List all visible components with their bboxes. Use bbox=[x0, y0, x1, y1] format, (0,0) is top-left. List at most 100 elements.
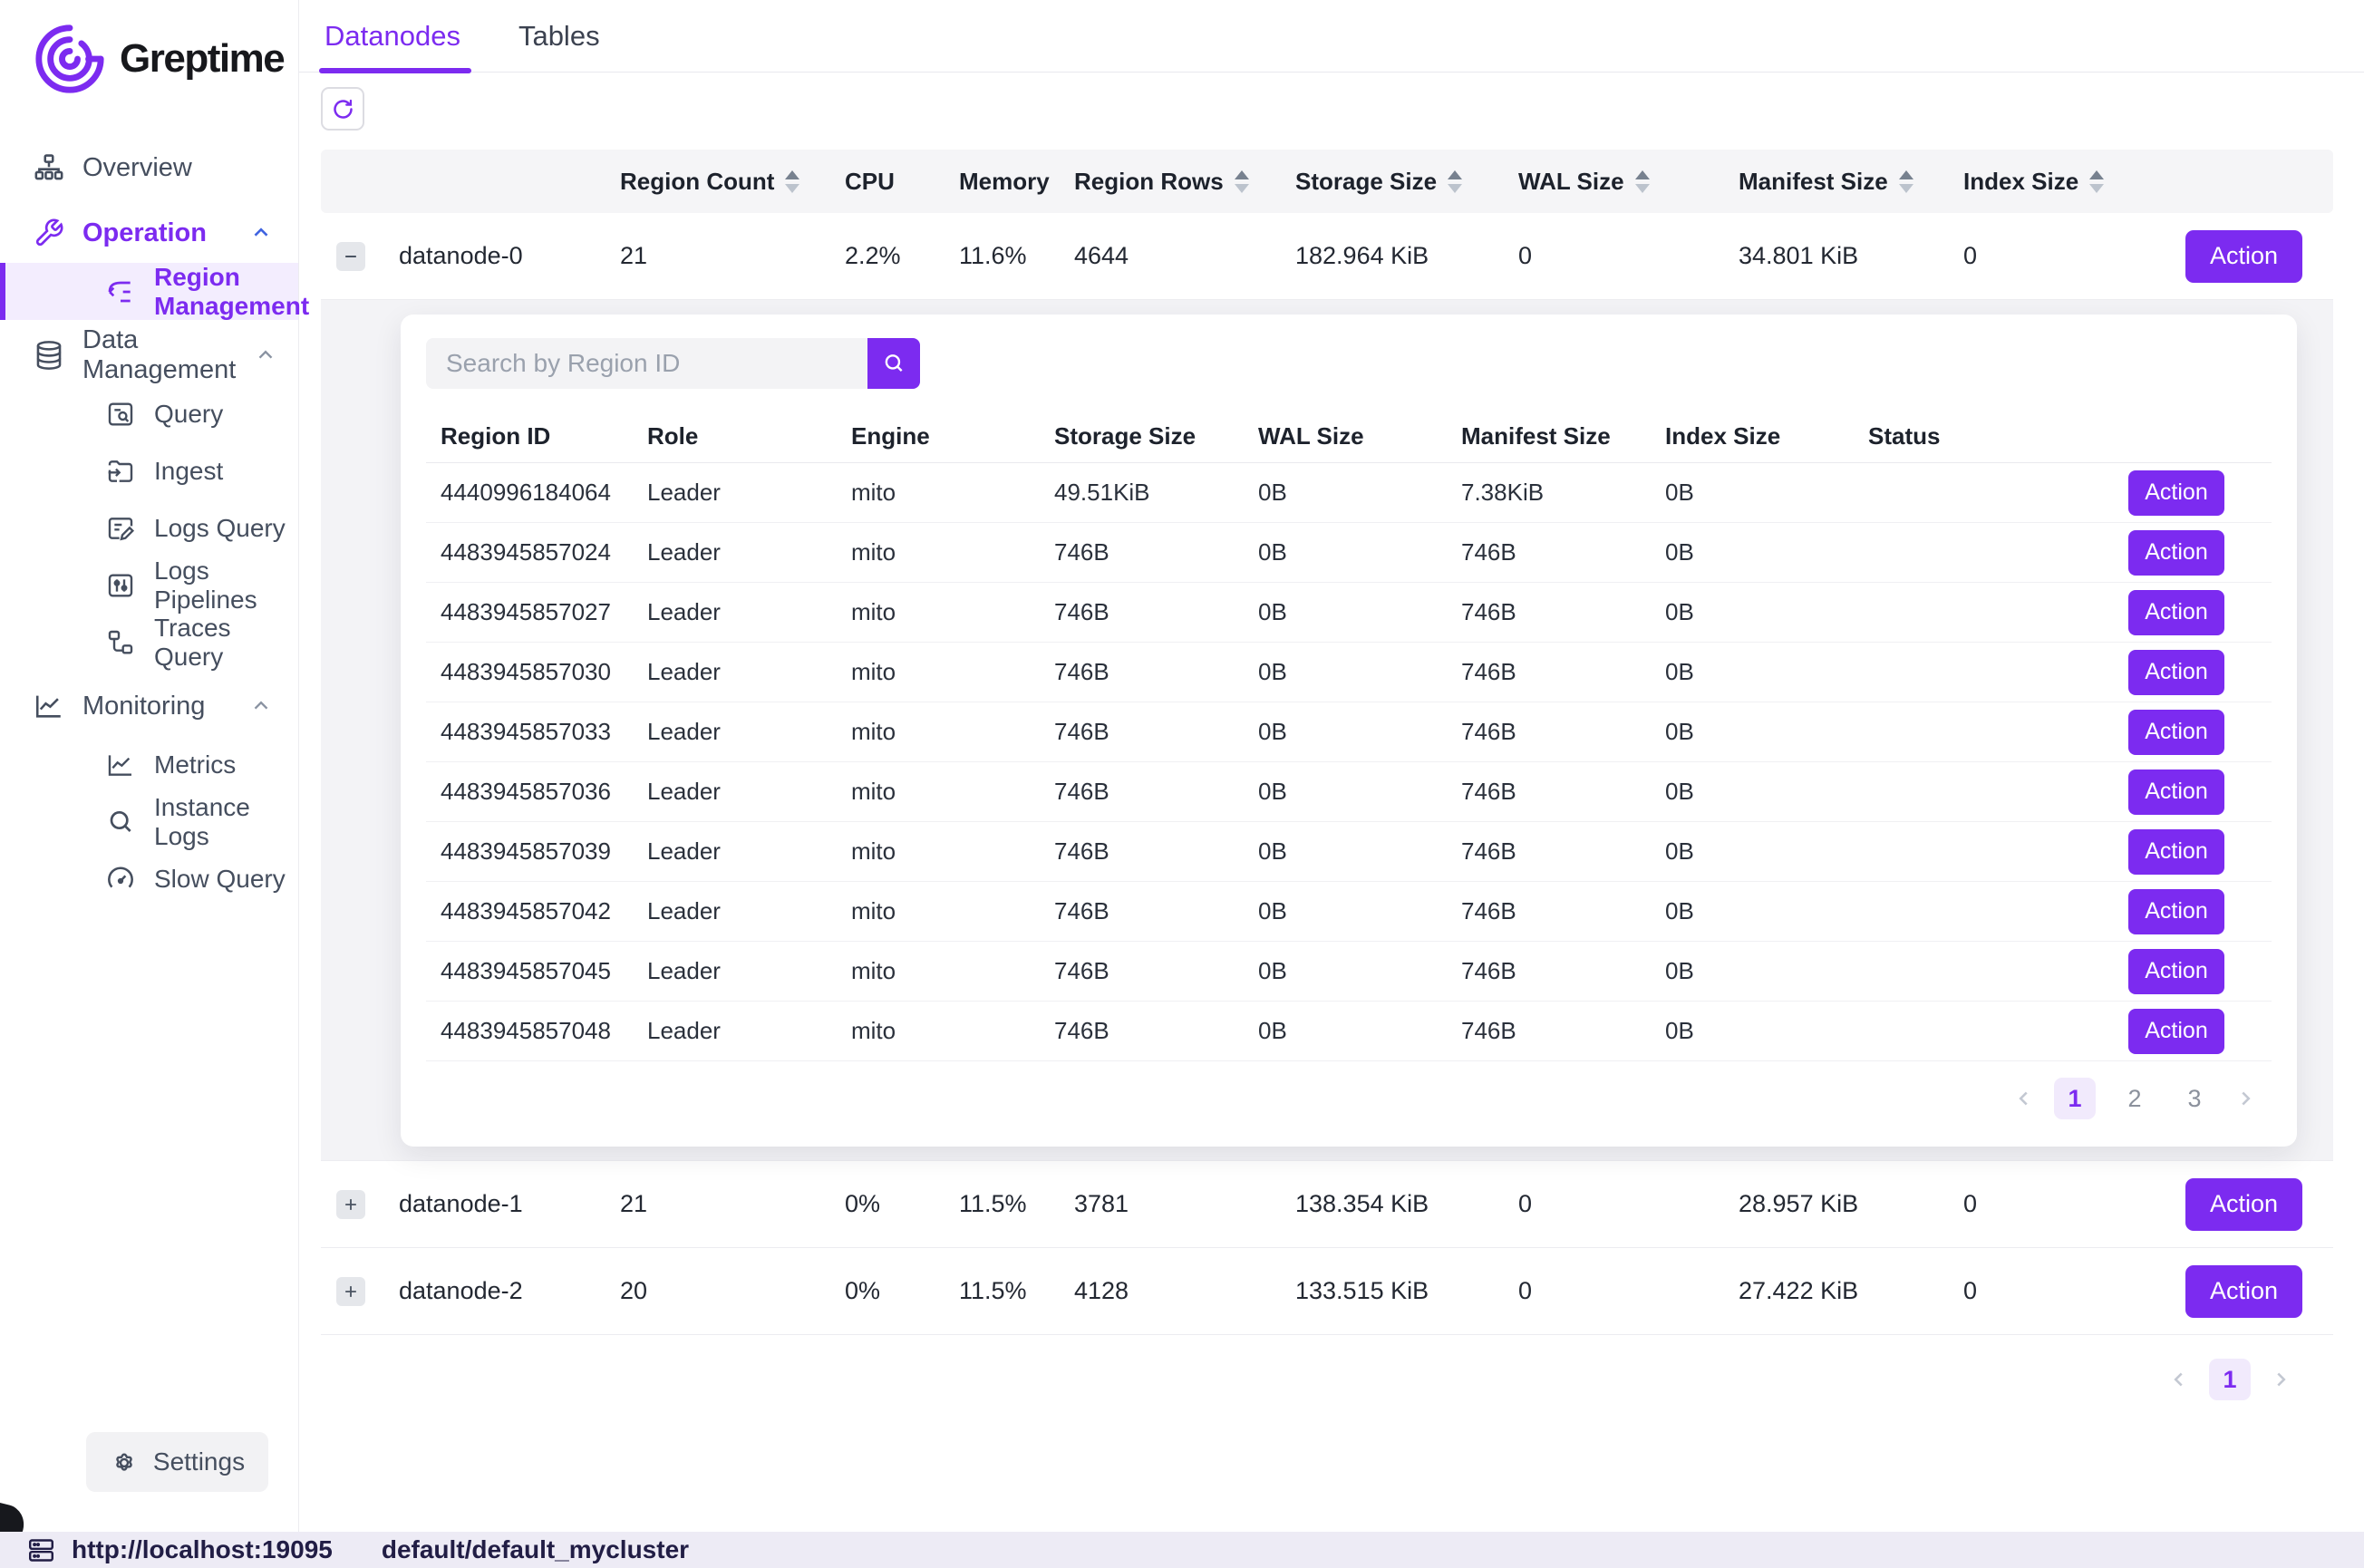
region-table-header: Region ID Role Engine Storage Size WAL S… bbox=[426, 411, 2272, 463]
sidebar-item-operation[interactable]: Operation bbox=[0, 203, 298, 263]
role-value: Leader bbox=[647, 778, 721, 805]
region-id-value: 4483945857042 bbox=[441, 897, 611, 924]
cpu-value: 0% bbox=[845, 1277, 881, 1304]
sidebar-item-metrics[interactable]: Metrics bbox=[0, 736, 298, 793]
region-id-value: 4483945857048 bbox=[441, 1017, 611, 1044]
tab-tables[interactable]: Tables bbox=[518, 19, 600, 52]
chevron-up-icon[interactable] bbox=[254, 344, 277, 367]
region-table-row: 4483945857042 Leader mito 746B 0B 746B 0… bbox=[426, 882, 2272, 942]
chart-icon bbox=[105, 750, 136, 780]
sidebar-item-data-management[interactable]: Data Management bbox=[0, 325, 298, 385]
search-button[interactable] bbox=[867, 338, 920, 389]
sidebar-item-slow-query[interactable]: Slow Query bbox=[0, 850, 298, 907]
manifest-size-value: 746B bbox=[1461, 598, 1516, 625]
manifest-size-value: 28.957 KiB bbox=[1739, 1190, 1859, 1217]
wal-size-value: 0B bbox=[1258, 658, 1287, 685]
database-icon bbox=[34, 340, 64, 371]
page-3[interactable]: 3 bbox=[2187, 1084, 2202, 1112]
prev-page-icon[interactable] bbox=[2167, 1368, 2191, 1391]
wal-size-value: 0 bbox=[1518, 1190, 1533, 1217]
region-action-button[interactable]: Action bbox=[2128, 1008, 2224, 1054]
region-action-button[interactable]: Action bbox=[2128, 649, 2224, 695]
chevron-up-icon[interactable] bbox=[249, 221, 273, 245]
region-action-button[interactable]: Action bbox=[2128, 828, 2224, 875]
sidebar-item-logs-query[interactable]: Logs Query bbox=[0, 499, 298, 557]
sidebar-item-traces-query[interactable]: Traces Query bbox=[0, 614, 298, 671]
datanodes-table-header: Region Count CPU Memory Region Rows Stor… bbox=[321, 150, 2333, 213]
region-action-button[interactable]: Action bbox=[2128, 769, 2224, 815]
region-action-button[interactable]: Action bbox=[2128, 948, 2224, 994]
sort-icon[interactable] bbox=[1634, 169, 1650, 193]
collapse-row-button[interactable] bbox=[336, 241, 365, 271]
sidebar-nav: Overview Operation Region Management bbox=[0, 132, 309, 907]
sort-icon[interactable] bbox=[1234, 169, 1249, 193]
storage-size-value: 746B bbox=[1054, 778, 1109, 805]
col-storage-size: Storage Size bbox=[1054, 422, 1197, 450]
brand-logo: Greptime bbox=[0, 0, 298, 96]
region-action-button[interactable]: Action bbox=[2128, 709, 2224, 755]
region-rows-value: 4644 bbox=[1074, 242, 1129, 269]
role-value: Leader bbox=[647, 658, 721, 685]
region-action-button[interactable]: Action bbox=[2128, 529, 2224, 576]
sidebar-item-region-management[interactable]: Region Management bbox=[0, 263, 309, 320]
col-manifest-size: Manifest Size bbox=[1739, 167, 1888, 195]
index-size-value: 0B bbox=[1665, 897, 1694, 924]
sidebar-item-overview[interactable]: Overview bbox=[0, 138, 298, 198]
next-page-icon[interactable] bbox=[2269, 1368, 2292, 1391]
next-page-icon[interactable] bbox=[2233, 1087, 2257, 1110]
page-1[interactable]: 1 bbox=[2054, 1078, 2096, 1119]
expand-row-button[interactable] bbox=[336, 1189, 365, 1219]
expand-row-button[interactable] bbox=[336, 1276, 365, 1306]
prev-page-icon[interactable] bbox=[2012, 1087, 2036, 1110]
wrench-icon bbox=[34, 218, 64, 248]
storage-size-value: 746B bbox=[1054, 837, 1109, 865]
sidebar: Greptime Overview Operation bbox=[0, 0, 309, 1532]
chevron-up-icon[interactable] bbox=[249, 694, 273, 718]
settings-button[interactable]: Settings bbox=[86, 1432, 268, 1492]
page-1[interactable]: 1 bbox=[2209, 1359, 2251, 1400]
engine-value: mito bbox=[851, 957, 896, 984]
region-table-row: 4483945857027 Leader mito 746B 0B 746B 0… bbox=[426, 583, 2272, 643]
page-2[interactable]: 2 bbox=[2127, 1084, 2142, 1112]
chart-icon bbox=[34, 691, 64, 721]
sort-icon[interactable] bbox=[1898, 169, 1913, 193]
server-url[interactable]: http://localhost:19095 bbox=[72, 1535, 333, 1563]
storage-size-value: 746B bbox=[1054, 598, 1109, 625]
region-id-value: 4483945857036 bbox=[441, 778, 611, 805]
cpu-value: 0% bbox=[845, 1190, 881, 1217]
wal-size-value: 0B bbox=[1258, 479, 1287, 506]
region-action-button[interactable]: Action bbox=[2128, 469, 2224, 516]
greptime-logo-icon bbox=[35, 24, 104, 93]
datanode-action-button[interactable]: Action bbox=[2185, 229, 2302, 283]
region-action-button[interactable]: Action bbox=[2128, 589, 2224, 635]
datanode-name: datanode-1 bbox=[399, 1190, 523, 1217]
index-size-value: 0B bbox=[1665, 837, 1694, 865]
manifest-size-value: 746B bbox=[1461, 897, 1516, 924]
role-value: Leader bbox=[647, 957, 721, 984]
sort-icon[interactable] bbox=[1448, 169, 1463, 193]
region-action-button[interactable]: Action bbox=[2128, 888, 2224, 934]
sidebar-item-logs-pipelines[interactable]: Logs Pipelines bbox=[0, 557, 298, 614]
region-search-input[interactable] bbox=[426, 338, 867, 389]
refresh-button[interactable] bbox=[321, 87, 364, 131]
datanode-name: datanode-2 bbox=[399, 1277, 523, 1304]
index-size-value: 0B bbox=[1665, 598, 1694, 625]
tab-datanodes[interactable]: Datanodes bbox=[319, 0, 471, 73]
engine-value: mito bbox=[851, 778, 896, 805]
status-bar: http://localhost:19095 default/default_m… bbox=[0, 1532, 2364, 1568]
region-panel-card: Region ID Role Engine Storage Size WAL S… bbox=[401, 315, 2297, 1147]
sort-icon[interactable] bbox=[2089, 169, 2105, 193]
datanode-action-button[interactable]: Action bbox=[2185, 1177, 2302, 1231]
index-size-value: 0 bbox=[1963, 1277, 1978, 1304]
sidebar-item-instance-logs[interactable]: Instance Logs bbox=[0, 793, 298, 850]
sidebar-item-ingest[interactable]: Ingest bbox=[0, 442, 298, 499]
tab-bar: Datanodes Tables bbox=[299, 0, 2364, 73]
cluster-name[interactable]: default/default_mycluster bbox=[381, 1535, 690, 1563]
sidebar-item-label: Region Management bbox=[154, 262, 310, 320]
sidebar-item-monitoring[interactable]: Monitoring bbox=[0, 676, 298, 736]
sidebar-item-query[interactable]: Query bbox=[0, 385, 298, 442]
datanode-action-button[interactable]: Action bbox=[2185, 1264, 2302, 1318]
manifest-size-value: 746B bbox=[1461, 957, 1516, 984]
sort-icon[interactable] bbox=[785, 169, 800, 193]
engine-value: mito bbox=[851, 1017, 896, 1044]
